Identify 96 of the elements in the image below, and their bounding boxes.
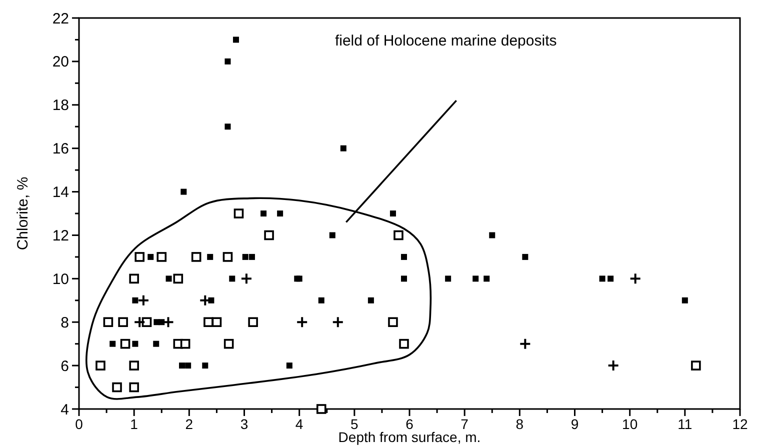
point bbox=[173, 274, 184, 284]
y-tick-label: 18 bbox=[52, 97, 69, 114]
point bbox=[607, 360, 620, 372]
x-axis-title: Depth from surface, m. bbox=[338, 429, 481, 445]
point bbox=[519, 338, 532, 350]
point bbox=[264, 230, 274, 240]
point bbox=[224, 124, 231, 130]
point bbox=[232, 36, 239, 43]
point bbox=[399, 338, 409, 349]
x-tick-label: 2 bbox=[185, 416, 194, 432]
point bbox=[229, 276, 236, 282]
y-tick-label: 8 bbox=[60, 314, 69, 332]
y-tick-label: 4 bbox=[60, 401, 69, 418]
x-tick-label: 1 bbox=[130, 416, 138, 432]
point bbox=[484, 276, 490, 282]
point bbox=[191, 252, 202, 262]
y-tick-label: 10 bbox=[52, 270, 69, 288]
point bbox=[240, 272, 252, 285]
point bbox=[222, 252, 233, 262]
point bbox=[112, 382, 122, 392]
point bbox=[388, 317, 398, 328]
point bbox=[96, 360, 106, 370]
point bbox=[180, 338, 190, 349]
point bbox=[242, 254, 248, 260]
point bbox=[286, 362, 292, 369]
point bbox=[340, 145, 346, 152]
point bbox=[132, 297, 138, 304]
y-tick-label: 12 bbox=[52, 227, 69, 244]
y-tick-label: 16 bbox=[52, 140, 69, 158]
x-tick-label: 6 bbox=[406, 416, 414, 432]
x-tick-label: 10 bbox=[622, 416, 638, 432]
point bbox=[202, 362, 208, 369]
point bbox=[185, 362, 192, 369]
point bbox=[207, 254, 214, 260]
y-axis-title: Chlorite, % bbox=[14, 176, 32, 250]
point bbox=[599, 276, 606, 282]
point bbox=[153, 340, 160, 347]
point bbox=[224, 338, 234, 349]
x-tick-label: 5 bbox=[350, 416, 359, 432]
point bbox=[118, 317, 128, 328]
point bbox=[137, 294, 150, 306]
point bbox=[445, 276, 452, 282]
point bbox=[103, 317, 114, 328]
point bbox=[489, 232, 496, 238]
point bbox=[691, 360, 701, 370]
point bbox=[166, 276, 172, 282]
x-tick-label: 0 bbox=[75, 416, 84, 432]
x-tick-label: 12 bbox=[732, 416, 748, 432]
point bbox=[277, 210, 284, 216]
x-tick-label: 11 bbox=[678, 416, 692, 432]
point bbox=[368, 297, 374, 304]
point bbox=[400, 276, 407, 282]
point bbox=[472, 276, 479, 282]
point bbox=[332, 316, 344, 328]
point bbox=[134, 316, 146, 328]
y-tick-label: 22 bbox=[52, 10, 69, 28]
point bbox=[394, 230, 404, 240]
x-tick-label: 3 bbox=[240, 416, 248, 432]
point bbox=[148, 254, 154, 260]
point bbox=[212, 317, 222, 328]
point bbox=[234, 208, 244, 218]
point bbox=[390, 210, 396, 216]
point bbox=[400, 254, 407, 260]
point bbox=[316, 404, 326, 414]
point bbox=[629, 272, 642, 285]
point bbox=[204, 317, 214, 328]
point bbox=[132, 340, 138, 347]
point bbox=[110, 340, 116, 347]
point bbox=[329, 232, 336, 238]
point bbox=[522, 254, 528, 260]
point bbox=[248, 317, 258, 328]
x-tick-label: 8 bbox=[516, 416, 524, 432]
x-tick-label: 4 bbox=[295, 416, 304, 432]
point bbox=[129, 274, 139, 284]
point bbox=[224, 58, 231, 64]
point bbox=[318, 297, 324, 304]
y-tick-label: 14 bbox=[52, 184, 69, 202]
point bbox=[608, 276, 614, 282]
y-tick-label: 6 bbox=[60, 358, 69, 375]
point bbox=[296, 316, 308, 328]
point bbox=[142, 317, 152, 328]
x-tick-label: 9 bbox=[570, 416, 579, 432]
x-tick-label: 7 bbox=[460, 416, 469, 432]
point bbox=[129, 360, 139, 370]
point bbox=[682, 297, 688, 304]
point bbox=[158, 319, 165, 326]
point bbox=[129, 382, 139, 392]
point bbox=[134, 252, 144, 262]
point bbox=[120, 338, 130, 349]
y-tick-label: 20 bbox=[52, 54, 69, 71]
point bbox=[260, 210, 267, 216]
point bbox=[156, 252, 167, 262]
point bbox=[180, 188, 187, 195]
point bbox=[179, 362, 186, 369]
point bbox=[248, 254, 255, 260]
annotation: field of Holocene marine deposits bbox=[334, 32, 557, 50]
